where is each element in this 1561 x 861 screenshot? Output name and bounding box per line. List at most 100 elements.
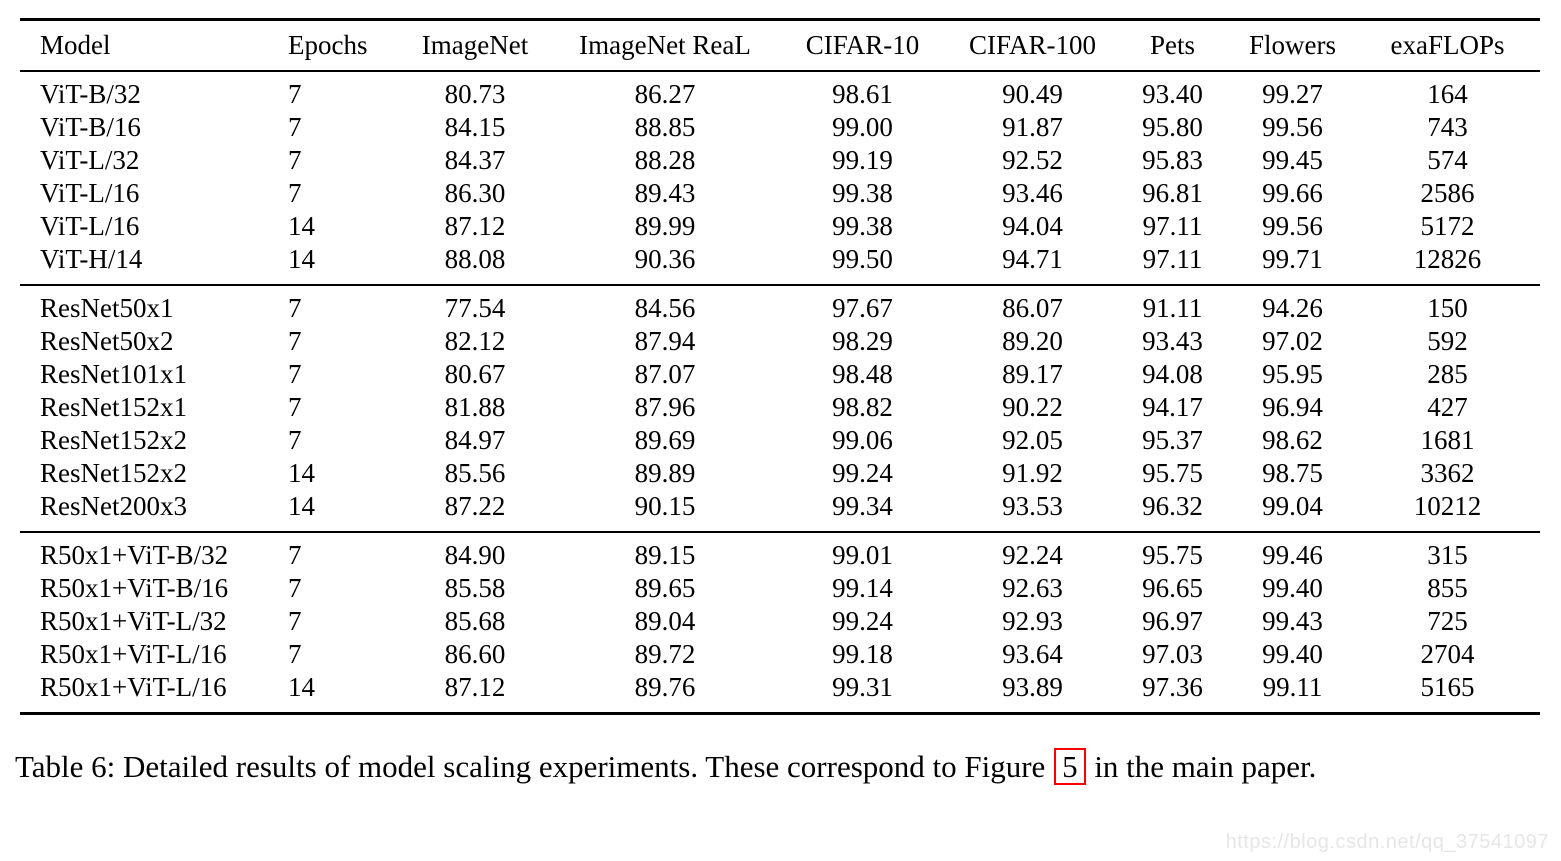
value-cell: 89.17 [1002,359,1063,389]
value-cell: 90.49 [1002,79,1063,109]
table-header: Model Epochs ImageNet ImageNet ReaL CIFAR-10… [20,20,1540,71]
table-row: ViT-B/32 7 80.73 86.27 98.61 90.49 93.40 99.27 1… [20,71,1540,111]
table-row: ResNet200x3 14 87.22 90.15 99.34 93.53 96.32 99… [20,490,1540,532]
value-cell: 87.22 [444,491,506,521]
value-cell: 89.43 [634,178,696,208]
value-cell: 88.85 [634,112,696,142]
value-cell: 98.48 [832,359,893,389]
value-cell: 99.06 [832,425,893,455]
model-cell: R50x1+ViT-B/16 [40,573,229,603]
table-row: ResNet152x2 7 84.97 89.69 99.06 92.05 95.37 98.… [20,424,1540,457]
column-header-exaflops: exaFLOPs [1390,30,1505,60]
column-header-pets: Pets [1149,30,1195,60]
value-cell: 94.08 [1142,359,1203,389]
value-cell: 86.07 [1002,293,1063,323]
value-cell: 99.00 [832,112,893,142]
caption-text-after: in the main paper. [1094,749,1317,784]
column-header-flowers: Flowers [1249,30,1336,60]
value-cell: 96.32 [1142,491,1203,521]
figure-5-link[interactable]: 5 [1054,748,1086,785]
column-header-cifar-100: CIFAR-100 [968,30,1096,60]
value-cell: 96.65 [1142,573,1203,603]
value-cell: 99.38 [832,178,893,208]
value-cell: 150 [1427,293,1468,323]
value-cell: 93.89 [1002,672,1063,702]
value-cell: 99.71 [1262,244,1323,274]
model-cell: ResNet50x2 [40,326,174,356]
value-cell: 99.04 [1262,491,1323,521]
value-cell: 88.28 [634,145,696,175]
value-cell: 7 [288,178,302,208]
model-cell: R50x1+ViT-L/16 [40,639,227,669]
table-row: ViT-L/16 7 86.30 89.43 99.38 93.46 96.81 99.66 2… [20,177,1540,210]
table-row: ViT-L/32 7 84.37 88.28 99.19 92.52 95.83 99.45 5… [20,144,1540,177]
value-cell: 95.80 [1142,112,1203,142]
table-row: ResNet152x2 14 85.56 89.89 99.24 91.92 95.75 98… [20,457,1540,490]
table-row: R50x1+ViT-L/16 7 86.60 89.72 99.18 93.64 97.03… [20,638,1540,671]
value-cell: 99.40 [1262,573,1323,603]
column-header-epochs: Epochs [288,30,368,60]
value-cell: 99.66 [1262,178,1323,208]
value-cell: 90.36 [634,244,696,274]
value-cell: 97.11 [1142,211,1203,241]
value-cell: 99.01 [832,540,893,570]
value-cell: 98.62 [1262,425,1323,455]
value-cell: 99.43 [1262,606,1323,636]
value-cell: 164 [1427,79,1468,109]
value-cell: 89.76 [634,672,696,702]
value-cell: 96.81 [1142,178,1203,208]
model-cell: ViT-L/16 [40,211,140,241]
value-cell: 92.63 [1002,573,1063,603]
value-cell: 99.18 [832,639,893,669]
value-cell: 7 [288,145,302,175]
value-cell: 99.24 [832,606,893,636]
column-header-imagenet: ImageNet [421,30,529,60]
table-row: ViT-L/16 14 87.12 89.99 99.38 94.04 97.11 99.56… [20,210,1540,243]
value-cell: 7 [288,573,302,603]
model-cell: R50x1+ViT-L/32 [40,606,227,636]
value-cell: 2704 [1420,639,1475,669]
value-cell: 92.93 [1002,606,1063,636]
model-cell: ViT-B/32 [40,79,141,109]
value-cell: 12826 [1413,244,1482,274]
value-cell: 84.37 [444,145,506,175]
value-cell: 93.43 [1142,326,1203,356]
value-cell: 84.90 [444,540,506,570]
value-cell: 99.40 [1262,639,1323,669]
value-cell: 90.15 [634,491,696,521]
value-cell: 86.60 [444,639,506,669]
value-cell: 92.52 [1002,145,1063,175]
value-cell: 99.56 [1262,211,1323,241]
table-caption: Table 6: Detailed results of model scali… [15,745,1531,788]
value-cell: 84.56 [634,293,696,323]
value-cell: 94.17 [1142,392,1203,422]
value-cell: 98.61 [832,79,893,109]
value-cell: 93.53 [1002,491,1063,521]
value-cell: 82.12 [444,326,506,356]
results-table: Model Epochs ImageNet ImageNet ReaL CIFAR-10… [20,18,1540,715]
value-cell: 99.38 [832,211,893,241]
value-cell: 95.37 [1142,425,1203,455]
value-cell: 92.05 [1002,425,1063,455]
model-cell: R50x1+ViT-L/16 [40,672,227,702]
value-cell: 14 [288,672,315,702]
value-cell: 89.89 [634,458,696,488]
column-header-imagenet-real: ImageNet ReaL [579,30,751,60]
value-cell: 87.12 [444,211,506,241]
table-row: R50x1+ViT-B/16 7 85.58 89.65 99.14 92.63 96.65… [20,572,1540,605]
value-cell: 94.71 [1002,244,1063,274]
value-cell: 85.68 [444,606,506,636]
value-cell: 99.56 [1262,112,1323,142]
value-cell: 89.72 [634,639,696,669]
value-cell: 91.87 [1002,112,1063,142]
value-cell: 315 [1427,540,1468,570]
value-cell: 88.08 [444,244,506,274]
value-cell: 99.24 [832,458,893,488]
value-cell: 3362 [1420,458,1475,488]
value-cell: 89.15 [634,540,696,570]
value-cell: 99.45 [1262,145,1323,175]
table-row: R50x1+ViT-L/32 7 85.68 89.04 99.24 92.93 96.97… [20,605,1540,638]
value-cell: 14 [288,491,315,521]
value-cell: 90.22 [1002,392,1063,422]
table-row: ViT-B/16 7 84.15 88.85 99.00 91.87 95.80 99.56 7… [20,111,1540,144]
